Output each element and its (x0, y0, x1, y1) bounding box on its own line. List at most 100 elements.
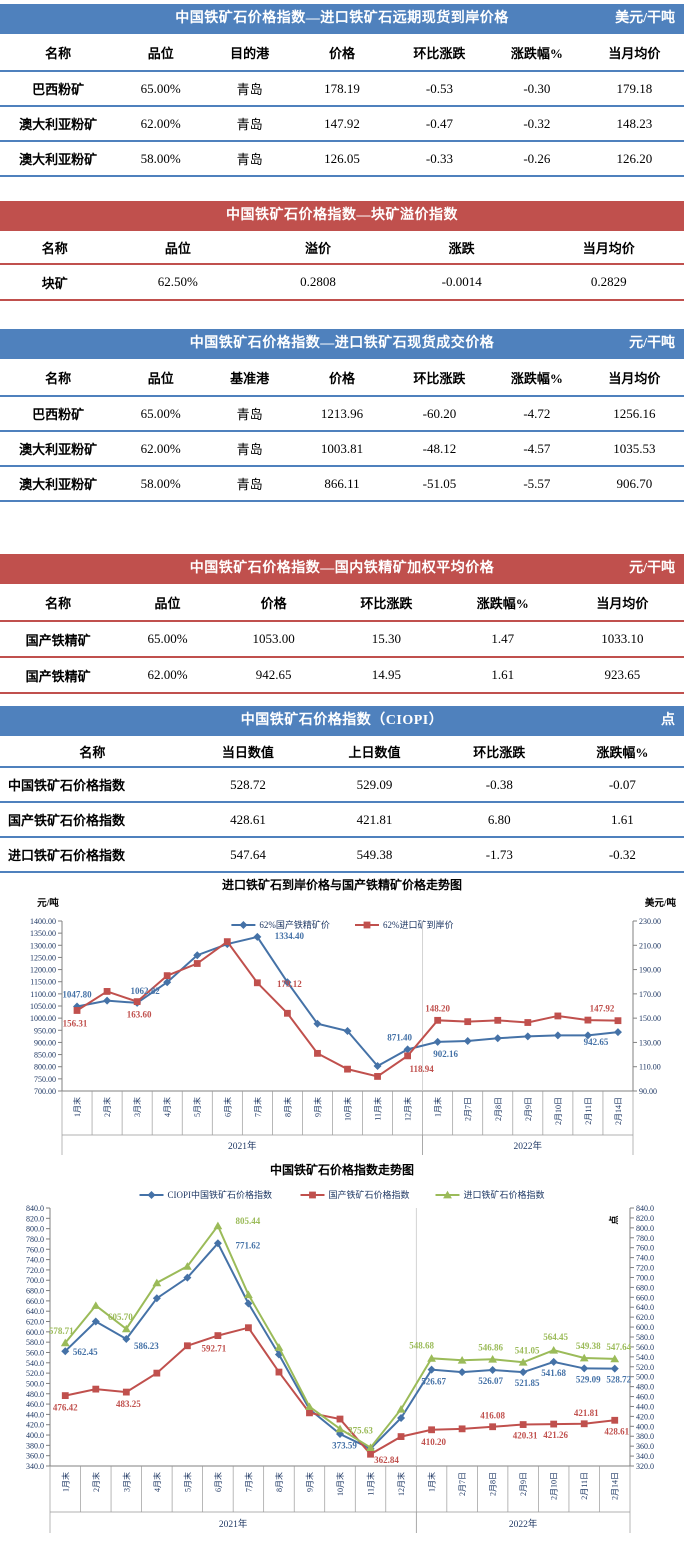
square-marker (494, 1016, 502, 1024)
diamond-marker (343, 1027, 352, 1036)
data-label: 163.60 (127, 1010, 152, 1020)
table-grid: 名称 品位 基准港 价格 环比涨跌 涨跌幅% 当月均价 巴西粉矿 65.00% 青岛 1213.96… (0, 359, 684, 502)
value-cell: -0.26 (523, 150, 551, 166)
value-cell: -0.30 (523, 80, 551, 96)
y-right-tick-label: 620.0 (636, 1313, 654, 1322)
triangle-marker (610, 1354, 620, 1363)
data-label: 148.20 (425, 1003, 450, 1013)
table-lump-premium-index: 中国铁矿石价格指数—块矿溢价指数 名称 品位 溢价 涨跌 当月均价 块矿 62.50% 0.2… (0, 201, 684, 301)
table-unit: 元/干吨 (629, 336, 675, 351)
legend-label: CIOPI中国铁矿石价格指数 (168, 1189, 273, 1200)
triangle-marker (427, 1354, 436, 1362)
diamond-marker (103, 996, 112, 1005)
value-cell: 1035.53 (613, 440, 656, 456)
triangle-marker (244, 1290, 253, 1299)
report-page: { "colors":{"blue_theme":"#4F81BD","red_… (0, 4, 684, 1533)
data-label: 373.59 (332, 1441, 357, 1451)
value-cell: -5.57 (523, 475, 551, 491)
triangle-marker (443, 1190, 452, 1199)
square-marker (434, 1016, 442, 1024)
y-right-tick-label: 720.0 (636, 1264, 654, 1273)
table-import-spot-transaction: 中国铁矿石价格指数—进口铁矿石现货成交价格 元/干吨 名称 品位 基准港 价格 环比涨跌… (0, 329, 684, 502)
y-left-tick-label: 800.00 (34, 1063, 56, 1072)
triangle-marker (579, 1353, 589, 1362)
table-row: 国产铁矿石价格指数 428.61 421.81 6.80 1.61 (0, 803, 684, 838)
chart-title: 进口铁矿石到岸价格与国产铁精矿价格走势图 (222, 877, 462, 892)
row-name-cell: 澳大利亚粉矿 (19, 152, 98, 167)
square-marker (344, 1065, 351, 1073)
y-right-tick-label: 500.0 (636, 1373, 654, 1382)
value-cell: -0.47 (425, 115, 453, 131)
row-name-cell: 国产铁精矿 (25, 632, 91, 648)
diamond-marker (274, 1350, 283, 1359)
diamond-marker (283, 978, 292, 987)
value-cell: 528.72 (230, 776, 266, 792)
square-marker (133, 998, 141, 1006)
y-left-tick-label: 1250.00 (30, 953, 56, 962)
table-grid: 名称 品位 目的港 价格 环比涨跌 涨跌幅% 当月均价 巴西粉矿 65.00% 青岛 178.19 -… (0, 34, 684, 177)
row-name-cell: 国产铁精矿 (25, 668, 91, 684)
data-label: 562.45 (73, 1347, 98, 1357)
data-label: 578.71 (49, 1326, 74, 1336)
value-cell: 147.92 (324, 115, 360, 131)
x-tick-label: 3月末 (132, 1097, 142, 1117)
diamond-marker (122, 1334, 131, 1343)
value-cell: 1053.00 (252, 631, 295, 646)
y-right-tick-label: 480.0 (636, 1383, 654, 1392)
y-left-tick-label: 720.0 (26, 1266, 44, 1275)
table-domestic-concentrate-price: 中国铁矿石价格指数—国内铁精矿加权平均价格 元/干吨 名称 品位 价格 环比涨跌 涨跌幅… (0, 554, 684, 694)
y-left-tick-label: 1000.00 (30, 1014, 56, 1023)
square-marker (428, 1426, 435, 1434)
series-62%国产铁精矿价 (73, 932, 622, 1070)
y-right-tick-label: 170.00 (639, 990, 661, 999)
table-header-row: 名称 当日数值 上日数值 环比涨跌 涨跌幅% (0, 736, 684, 768)
value-cell: 0.2808 (300, 274, 336, 289)
triangle-marker (518, 1358, 528, 1366)
data-label: 605.70 (108, 1312, 133, 1322)
column-header: 涨跌幅% (596, 744, 649, 760)
column-header: 当月均价 (608, 45, 661, 61)
diamond-marker (397, 1414, 406, 1423)
y-left-tick-label: 1200.00 (30, 966, 56, 975)
table-row: 巴西粉矿 65.00% 青岛 178.19 -0.53 -0.30 179.18 (0, 72, 684, 107)
y-right-tick-label: 800.0 (636, 1224, 654, 1233)
column-header: 环比涨跌 (413, 370, 466, 386)
table-unit: 元/干吨 (629, 561, 675, 576)
x-tick-label: 11月末 (366, 1472, 376, 1496)
value-cell: 1.61 (611, 811, 634, 827)
value-cell: 14.95 (371, 667, 402, 682)
data-label: 549.38 (576, 1341, 601, 1351)
y-left-tick-label: 660.0 (26, 1297, 44, 1306)
data-label: 428.61 (604, 1426, 629, 1436)
x-tick-label: 6月末 (222, 1097, 232, 1117)
table-title-bar: 中国铁矿石价格指数—进口铁矿石现货成交价格 元/干吨 (0, 329, 684, 359)
square-marker (122, 1388, 130, 1396)
y-left-tick-label: 620.0 (26, 1318, 44, 1327)
column-header: 名称 (45, 45, 72, 61)
x-tick-label: 2月8日 (494, 1097, 503, 1121)
table-title-bar: 中国铁矿石价格指数—国内铁精矿加权平均价格 元/干吨 (0, 554, 684, 584)
square-marker (193, 960, 201, 967)
column-header: 环比涨跌 (360, 595, 413, 611)
x-tick-label: 2月11日 (580, 1472, 589, 1500)
value-cell: -60.20 (422, 405, 457, 421)
y-right-tick-label: 340.0 (636, 1452, 654, 1461)
value-cell: 青岛 (236, 442, 263, 457)
column-header: 名称 (79, 744, 106, 760)
diamond-marker (580, 1364, 589, 1373)
y-right-tick-label: 130.00 (639, 1038, 661, 1047)
y-right-tick-label: 660.0 (636, 1293, 654, 1302)
value-cell: 179.18 (616, 80, 653, 96)
column-header: 品位 (147, 370, 174, 386)
value-cell: 青岛 (236, 477, 263, 492)
triangle-marker (152, 1278, 162, 1287)
series-国产铁矿石价格指数 (61, 1324, 619, 1458)
value-cell: 青岛 (236, 152, 263, 167)
square-marker (223, 938, 231, 946)
square-marker (336, 1415, 344, 1423)
column-header: 当月均价 (608, 370, 661, 386)
data-label: 476.42 (53, 1403, 78, 1413)
table-title: 中国铁矿石价格指数—国内铁精矿加权平均价格 (189, 561, 495, 576)
value-cell: 549.38 (356, 846, 393, 862)
diamond-marker (253, 932, 262, 941)
